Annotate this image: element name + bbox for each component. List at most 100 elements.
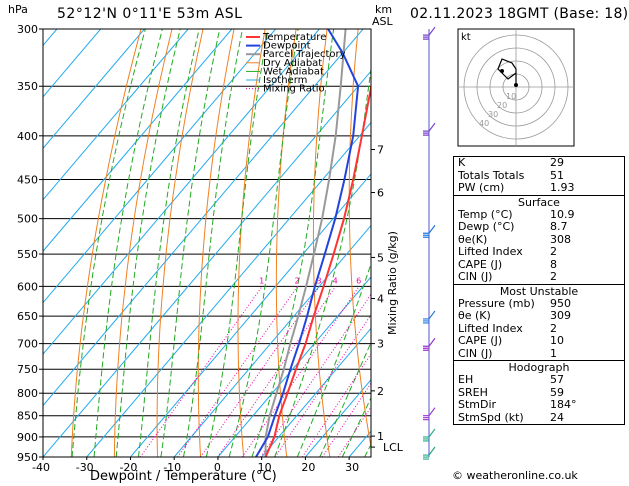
wet-adiabat-line [341,396,371,457]
unstable-row: θe (K) 309 [454,309,624,323]
surface-title: Surface [518,195,560,209]
hodo-row: SREH 59 [454,385,624,400]
unstable-label: θe (K) [458,309,491,322]
mixing-ratio-label: 4 [333,276,338,285]
mixing-ratio-line [200,286,320,457]
header-datetime: 02.11.2023 18GMT (Base: 18) [410,6,629,22]
surface-label: CAPE (J) [458,257,503,271]
pressure-tick-label: 650 [17,310,38,323]
legend-label: Temperature [262,32,326,43]
hodo-row: EH 57 [454,373,624,387]
wet-adiabat-line [205,29,269,457]
mixing-ratio-label: 6 [356,276,361,285]
wind-barb [423,310,436,324]
temperature-tick-label: -10 [163,461,181,474]
mixing-ratio-label: 3 [316,276,321,285]
isotherm-line [173,224,371,457]
km-tick-label: 4 [377,293,384,306]
isotherm-line [43,29,145,150]
pressure-tick-label: 800 [17,387,38,400]
pressure-tick-label: 900 [17,431,38,444]
isotherm-line [43,70,371,457]
pressure-tick-label: 500 [17,213,38,226]
unstable-label: CAPE (J) [458,334,503,347]
pressure-tick-label: 850 [17,410,38,423]
isotherm-line [43,29,233,252]
indices-top: K 29 Totals Totals 51 PW (cm) 1.93 [454,156,624,195]
index-row: K 29 [454,156,624,170]
surface-row: CAPE (J) 8 [454,257,624,272]
surface-label: θe(K) [458,232,488,246]
hodo-row: StmDir 184° [454,398,624,412]
wet-adiabat-line [296,262,371,457]
unstable-label: CIN (J) [458,346,493,360]
wet-adiabat-line [93,29,163,457]
isotherm-line [305,379,371,457]
temperature-tick-label: -30 [76,461,94,474]
wind-barb [423,407,436,421]
header-left-unit: hPa [8,3,28,16]
index-value: 29 [550,156,564,169]
surface-value: 10.9 [550,207,575,221]
km-tick-label: 2 [377,385,384,398]
wet-adiabat-line [115,29,181,457]
unstable-row: Pressure (mb) 950 [454,296,624,311]
unstable-label: Lifted Index [458,321,523,335]
hodograph-trace [497,58,517,83]
legend-label: Mixing Ratio [263,84,325,95]
temperature-tick-label: 10 [258,461,272,474]
plot-area: 1 2 3 4 6 8 10 15 20 25 [43,29,371,457]
unstable-title: Most Unstable [499,284,579,298]
unstable-row: CIN (J) 1 [454,346,624,361]
temperature-tick-label: 20 [301,461,315,474]
copyright-footer: © weatheronline.co.uk [452,469,578,482]
dry-adiabat-line [156,29,204,457]
wet-adiabat-line [251,29,335,457]
wet-adiabat-line [228,29,299,457]
dry-adiabat-line [70,29,142,457]
parcel-trajectory-line [264,29,347,457]
unstable-value: 950 [550,296,571,310]
mixing-ratio-line [301,352,371,457]
legend-label: Wet Adiabat [263,66,324,77]
hodo-label: SREH [458,385,488,399]
unstable-value: 1 [550,346,557,360]
hodo-label: StmSpd (kt) [458,410,524,424]
unstable-value: 309 [550,309,571,322]
hodograph-storm-marker [514,83,518,87]
mixing-ratio-label: 2 [295,276,300,285]
header-asl-unit: ASL [372,15,393,28]
index-label: PW (cm) [458,181,505,194]
surface-label: Dewp (°C) [458,220,515,233]
hodograph-point [500,69,504,73]
km-tick-label: LCL [383,441,404,454]
legend-label: Dry Adiabat [263,58,322,69]
dry-adiabat-line [113,29,173,457]
hodograph-ring-label: 10 [506,92,516,101]
km-tick-label: 3 [377,338,384,351]
indices-hodograph: EH 57 SREH 59 StmDir 184° StmSpd (kt) 24 [454,373,624,424]
header-location: 52°12'N 0°11'E 53m ASL [57,6,243,22]
pressure-tick-label: 450 [17,174,38,187]
surface-row: Lifted Index 2 [454,245,624,259]
mixing-ratio-line [177,286,298,457]
surface-value: 308 [550,232,571,246]
hodo-label: EH [458,373,474,386]
indices-panel: K 29 Totals Totals 51 PW (cm) 1.93 Surface Te… [453,156,625,425]
temperature-tick-label: 0 [214,461,221,474]
hodo-label: StmDir [458,398,497,411]
wind-barb [423,428,436,442]
hodograph-ring-label: 40 [479,119,489,128]
surface-row: CIN (J) 2 [454,270,624,284]
x-axis-title: Dewpoint / Temperature (°C) [90,469,277,484]
pressure-tick-label: 400 [17,130,38,143]
pressure-tick-label: 750 [17,363,38,376]
plot-frame [42,28,372,458]
dewpoint-line [255,29,360,457]
unstable-label: Pressure (mb) [458,296,535,310]
isotherm-line [86,121,371,457]
unstable-row: Lifted Index 2 [454,321,624,336]
temperature-tick-label: -20 [119,461,137,474]
isotherm-line [261,327,371,457]
